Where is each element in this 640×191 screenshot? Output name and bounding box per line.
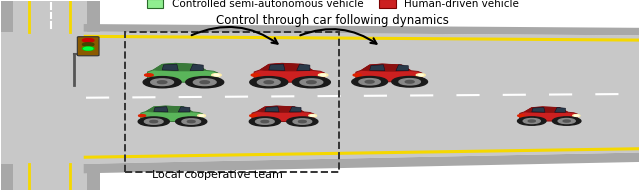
Text: Local cooperative team: Local cooperative team	[152, 170, 284, 180]
Circle shape	[392, 76, 428, 87]
Circle shape	[292, 77, 330, 88]
Circle shape	[552, 117, 581, 125]
Legend: Controlled semi-autonomous vehicle, Human-driven vehicle: Controlled semi-autonomous vehicle, Huma…	[147, 0, 519, 9]
Circle shape	[250, 117, 280, 126]
Polygon shape	[252, 106, 314, 121]
Polygon shape	[362, 64, 411, 71]
Polygon shape	[265, 107, 279, 112]
Circle shape	[352, 76, 387, 87]
Circle shape	[359, 79, 380, 85]
Circle shape	[143, 77, 181, 88]
Circle shape	[261, 120, 269, 123]
Circle shape	[145, 74, 153, 76]
Polygon shape	[190, 64, 204, 70]
Circle shape	[257, 79, 280, 86]
Circle shape	[321, 74, 326, 76]
Circle shape	[250, 77, 288, 88]
Polygon shape	[141, 106, 203, 121]
Circle shape	[84, 47, 93, 50]
Circle shape	[405, 80, 414, 83]
Polygon shape	[1, 1, 13, 190]
Polygon shape	[260, 63, 313, 71]
Circle shape	[287, 117, 318, 126]
Polygon shape	[87, 1, 100, 190]
Circle shape	[83, 43, 94, 46]
Circle shape	[574, 115, 579, 116]
Circle shape	[182, 119, 200, 124]
Polygon shape	[154, 63, 206, 71]
Circle shape	[200, 81, 209, 84]
Polygon shape	[147, 63, 218, 82]
Text: Control through car following dynamics: Control through car following dynamics	[216, 14, 449, 27]
Polygon shape	[520, 107, 577, 121]
Polygon shape	[254, 63, 324, 82]
Circle shape	[419, 74, 423, 76]
Polygon shape	[356, 64, 422, 82]
Polygon shape	[162, 64, 179, 70]
Circle shape	[365, 80, 374, 83]
Circle shape	[528, 120, 535, 122]
Circle shape	[416, 74, 425, 76]
Polygon shape	[1, 1, 100, 190]
Circle shape	[145, 119, 163, 124]
Polygon shape	[146, 106, 193, 112]
Circle shape	[399, 79, 420, 85]
Circle shape	[83, 47, 94, 50]
Circle shape	[310, 115, 315, 116]
Circle shape	[298, 120, 306, 123]
Circle shape	[198, 115, 205, 117]
Circle shape	[193, 79, 216, 86]
Circle shape	[307, 81, 316, 84]
Circle shape	[151, 79, 173, 86]
Circle shape	[250, 115, 257, 117]
Circle shape	[212, 74, 221, 76]
Polygon shape	[1, 32, 100, 164]
Polygon shape	[179, 107, 190, 112]
Circle shape	[255, 119, 274, 124]
Circle shape	[157, 81, 167, 84]
Polygon shape	[269, 64, 285, 70]
Polygon shape	[532, 108, 545, 112]
Circle shape	[150, 120, 157, 123]
Circle shape	[188, 120, 195, 123]
Polygon shape	[84, 153, 639, 173]
Polygon shape	[555, 108, 566, 112]
Polygon shape	[84, 24, 639, 35]
Circle shape	[175, 117, 207, 126]
Circle shape	[558, 118, 575, 124]
Circle shape	[186, 77, 224, 88]
Circle shape	[200, 115, 204, 116]
Circle shape	[518, 115, 524, 117]
Circle shape	[563, 120, 570, 122]
Polygon shape	[297, 64, 310, 70]
Circle shape	[293, 119, 312, 124]
Polygon shape	[370, 65, 385, 71]
Circle shape	[264, 81, 273, 84]
Polygon shape	[154, 107, 168, 112]
Polygon shape	[396, 65, 408, 71]
Circle shape	[139, 115, 146, 117]
Circle shape	[300, 79, 323, 86]
Circle shape	[524, 118, 540, 124]
Circle shape	[83, 39, 94, 42]
Polygon shape	[84, 32, 639, 164]
Circle shape	[573, 115, 580, 117]
FancyBboxPatch shape	[77, 37, 99, 56]
Circle shape	[353, 74, 361, 76]
Circle shape	[138, 117, 170, 126]
Polygon shape	[257, 106, 303, 112]
Circle shape	[309, 115, 317, 117]
Circle shape	[518, 117, 546, 125]
Polygon shape	[289, 107, 301, 112]
Circle shape	[252, 74, 260, 76]
Circle shape	[214, 74, 219, 76]
Circle shape	[318, 74, 328, 76]
Polygon shape	[525, 107, 568, 113]
